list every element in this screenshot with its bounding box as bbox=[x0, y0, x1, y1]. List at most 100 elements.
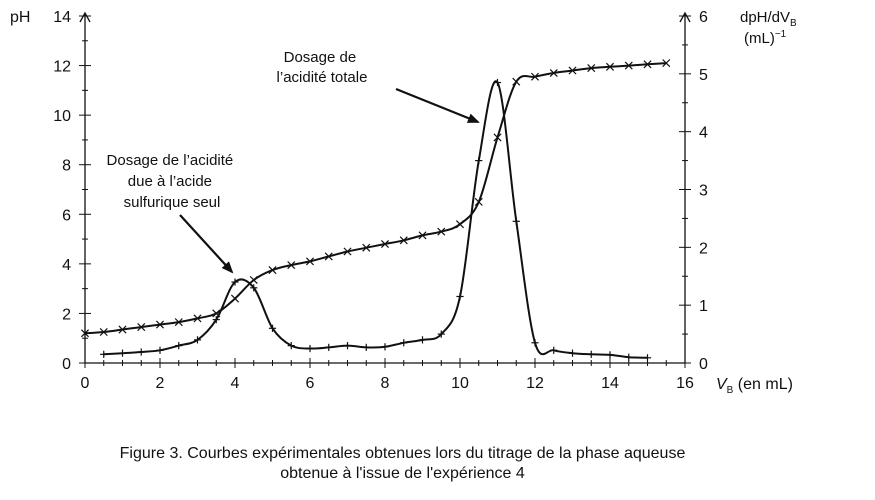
annotation-sulfuric-arrow bbox=[179, 214, 234, 274]
ph-data-point bbox=[605, 62, 615, 71]
derivative-data-point bbox=[606, 351, 614, 359]
ph-data-point bbox=[399, 236, 408, 245]
x-tick-label: 10 bbox=[451, 375, 469, 392]
ph-data-point bbox=[587, 64, 596, 73]
derivative-data-point bbox=[531, 339, 539, 347]
ph-data-point bbox=[99, 327, 108, 337]
y-right-tick-label: 2 bbox=[699, 240, 708, 257]
y-left-axis-arrow bbox=[79, 11, 91, 23]
annotation-sulfuric-line-3: sulfurique seul bbox=[124, 194, 221, 211]
derivative-data-point bbox=[587, 350, 595, 358]
ph-data-point bbox=[568, 66, 577, 75]
ph-data-point bbox=[212, 309, 221, 318]
x-tick-label: 8 bbox=[381, 375, 390, 392]
annotation-sulfuric-line-1: Dosage de l’acidité bbox=[107, 152, 234, 169]
x-tick-label: 0 bbox=[81, 375, 90, 392]
y-right-axis-label-sub: B bbox=[790, 18, 797, 29]
derivative-data-point bbox=[568, 349, 577, 357]
ph-data-point bbox=[80, 329, 90, 338]
derivative-data-point bbox=[137, 348, 145, 356]
ph-data-point bbox=[287, 261, 296, 270]
derivative-data-point bbox=[643, 354, 652, 362]
y-right-axis-arrow bbox=[679, 11, 691, 23]
caption-line-1: Figure 3. Courbes expérimentales obtenue… bbox=[119, 445, 686, 462]
x-tick-label: 6 bbox=[306, 375, 315, 392]
derivative-data-point bbox=[100, 350, 108, 358]
ph-data-point bbox=[418, 231, 427, 240]
derivative-data-point bbox=[175, 342, 183, 350]
y-left-tick-label: 10 bbox=[53, 108, 71, 125]
derivative-data-point bbox=[362, 343, 370, 351]
derivative-data-point bbox=[625, 353, 633, 361]
derivative-data-point bbox=[550, 346, 558, 354]
derivative-data-point bbox=[212, 316, 220, 324]
derivative-data-point bbox=[193, 336, 202, 344]
annotation-sulfuric: Dosage de l’acidité due à l’acide sulfur… bbox=[107, 152, 238, 211]
derivative-data-point bbox=[306, 344, 314, 353]
derivative-data-point bbox=[512, 217, 520, 225]
ph-data-point bbox=[137, 323, 146, 332]
derivative-data-point bbox=[437, 330, 445, 338]
ph-data-point bbox=[118, 325, 127, 334]
derivative-data-point bbox=[381, 343, 389, 351]
derivative-data-point bbox=[400, 339, 408, 347]
ph-data-point bbox=[474, 197, 483, 206]
ph-data-point bbox=[174, 318, 183, 327]
derivative-data-point bbox=[118, 349, 127, 357]
ph-data-point bbox=[530, 72, 540, 81]
x-tick-label: 4 bbox=[231, 375, 240, 392]
y-right-axis-label-main: dpH/dV bbox=[740, 9, 790, 26]
y-left-tick-label: 0 bbox=[62, 356, 71, 373]
y-right-axis-label: dpH/dVB bbox=[740, 9, 797, 29]
x-tick-label: 2 bbox=[156, 375, 165, 392]
derivative-data-point bbox=[418, 336, 427, 344]
x-axis-label-sub: B bbox=[727, 385, 734, 396]
annotation-total-arrow bbox=[395, 87, 480, 124]
ph-data-point bbox=[643, 60, 652, 69]
derivative-data-point bbox=[325, 343, 333, 351]
y-right-tick-label: 6 bbox=[699, 9, 708, 26]
derivative-data-point bbox=[493, 78, 502, 87]
derivative-data-point bbox=[456, 292, 464, 301]
ph-data-point bbox=[305, 257, 315, 266]
y-right-axis-unit-sup: −1 bbox=[775, 29, 787, 40]
ph-data-point bbox=[362, 243, 371, 252]
annotation-total-line-1: Dosage de bbox=[284, 49, 357, 66]
y-right-tick-label: 4 bbox=[699, 125, 708, 142]
y-right-tick-label: 0 bbox=[699, 356, 708, 373]
ph-data-point bbox=[512, 77, 521, 86]
ph-data-point bbox=[193, 314, 202, 323]
ph-data-point bbox=[437, 227, 446, 236]
x-tick-label: 12 bbox=[526, 375, 544, 392]
ph-data-point bbox=[380, 240, 390, 249]
y-left-tick-label: 6 bbox=[62, 207, 71, 224]
x-axis-label-var: V bbox=[716, 376, 728, 393]
y-left-axis-label: pH bbox=[10, 9, 30, 26]
derivative-data-point bbox=[475, 156, 483, 165]
y-left-tick-label: 2 bbox=[62, 306, 71, 323]
derivative-data-point bbox=[343, 342, 352, 350]
derivative-data-point bbox=[231, 278, 239, 286]
ph-data-point bbox=[549, 68, 558, 78]
ph-data-point bbox=[662, 59, 671, 68]
x-axis-label: VB (en mL) bbox=[716, 376, 793, 396]
y-right-tick-label: 1 bbox=[699, 298, 708, 315]
annotation-total: Dosage de l’acidité totale bbox=[277, 49, 368, 86]
y-left-tick-label: 12 bbox=[53, 59, 71, 76]
ph-data-point bbox=[230, 294, 240, 303]
y-left-tick-label: 4 bbox=[62, 257, 71, 274]
y-left-tick-label: 8 bbox=[62, 158, 71, 175]
ph-data-point bbox=[268, 266, 277, 275]
ph-curve bbox=[84, 62, 667, 335]
ph-data-point bbox=[624, 61, 633, 70]
ph-data-point bbox=[155, 320, 165, 329]
ph-data-point bbox=[324, 252, 333, 261]
ph-data-point bbox=[493, 133, 502, 142]
x-axis-label-unit: (en mL) bbox=[733, 376, 793, 393]
derivative-data-point bbox=[287, 342, 295, 350]
ph-data-point bbox=[343, 247, 352, 256]
caption-line-2: obtenue à l'issue de l'expérience 4 bbox=[280, 465, 525, 482]
y-right-tick-label: 3 bbox=[699, 183, 708, 200]
derivative-data-point bbox=[156, 346, 164, 354]
